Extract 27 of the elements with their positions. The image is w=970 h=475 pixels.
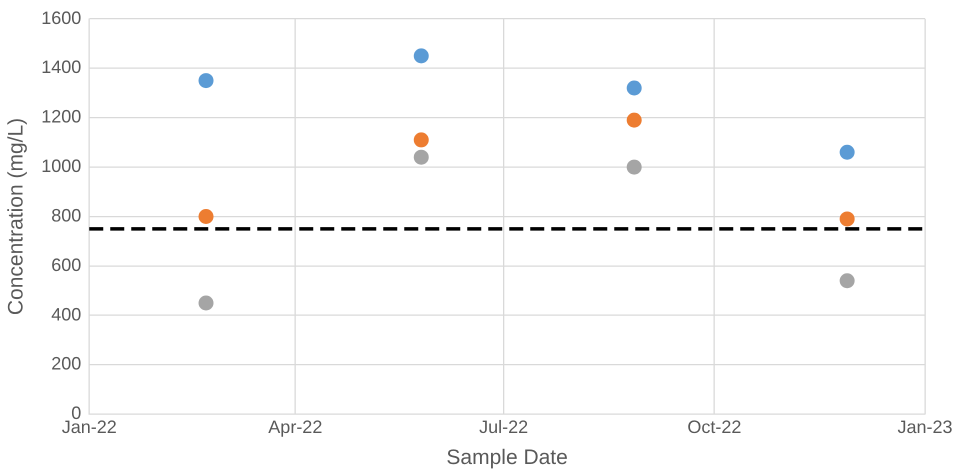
y-tick-label: 1200 (41, 106, 82, 127)
point (414, 150, 429, 165)
point (626, 112, 642, 128)
x-tick-label: Oct-22 (687, 416, 742, 437)
point (414, 132, 429, 148)
x-tick-label: Apr-22 (268, 416, 322, 437)
y-tick-label: 1000 (41, 156, 82, 176)
point (626, 160, 642, 175)
y-tick-label: 400 (51, 304, 82, 324)
point (198, 73, 214, 88)
y-tick-label: 1600 (41, 8, 82, 28)
point (840, 211, 855, 226)
y-tick-label: 600 (51, 254, 82, 275)
point (626, 80, 642, 96)
y-axis-title: Concentration (mg/L) (4, 118, 28, 316)
point (198, 209, 214, 224)
point (840, 144, 855, 160)
x-tick-label: Jul-22 (479, 416, 528, 437)
x-axis-title: Sample Date (446, 446, 568, 470)
y-tick-label: 1400 (41, 57, 82, 78)
point (198, 295, 214, 310)
y-tick-label: 200 (51, 354, 82, 374)
y-tick-label: 800 (51, 205, 82, 226)
point (414, 48, 429, 64)
x-tick-label: Jan-23 (897, 416, 953, 437)
point (840, 273, 855, 288)
y-tick-label: 0 (71, 403, 82, 424)
